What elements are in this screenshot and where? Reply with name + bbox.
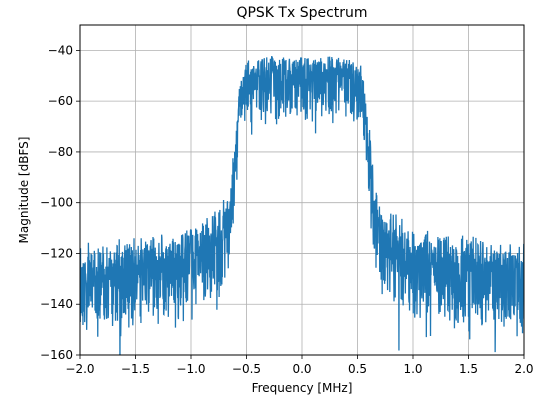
spectrum-line: [80, 56, 524, 355]
y-tick-label: −60: [48, 94, 73, 108]
x-tick-label: 2.0: [514, 362, 533, 376]
x-tick-label: −1.0: [176, 362, 205, 376]
x-tick-label: −2.0: [65, 362, 94, 376]
y-tick-label: −40: [48, 43, 73, 57]
y-axis: −160 −140 −120 −100 −80 −60 −40: [40, 43, 80, 362]
y-tick-label: −120: [40, 246, 73, 260]
x-tick-label: −0.5: [232, 362, 261, 376]
x-axis-label: Frequency [MHz]: [252, 381, 353, 395]
y-axis-label: Magnitude [dBFS]: [17, 137, 31, 244]
plot-area: [80, 56, 524, 355]
y-tick-label: −140: [40, 297, 73, 311]
chart-title: QPSK Tx Spectrum: [236, 5, 367, 21]
x-tick-label: 0.0: [292, 362, 311, 376]
x-tick-label: 1.5: [459, 362, 478, 376]
x-tick-label: −1.5: [121, 362, 150, 376]
x-tick-label: 1.0: [403, 362, 422, 376]
x-axis: −2.0 −1.5 −1.0 −0.5 0.0 0.5 1.0 1.5 2.0: [65, 355, 534, 376]
y-tick-label: −80: [48, 145, 73, 159]
y-tick-label: −160: [40, 348, 73, 362]
x-tick-label: 0.5: [348, 362, 367, 376]
y-tick-label: −100: [40, 196, 73, 210]
